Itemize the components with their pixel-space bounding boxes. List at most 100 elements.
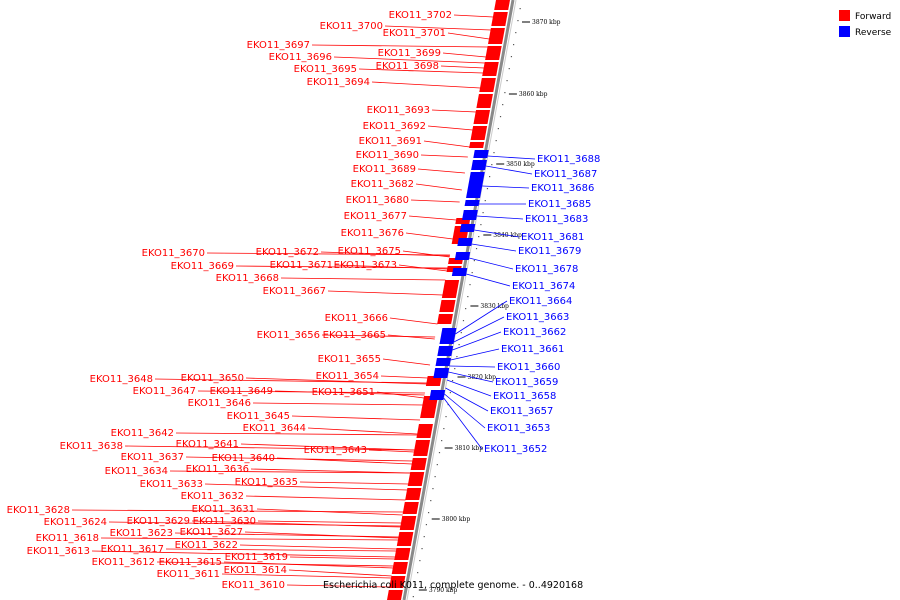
forward-gene-label[interactable]: EKO11_3618 [36,533,99,544]
forward-gene-label[interactable]: EKO11_3668 [216,273,279,284]
reverse-gene-label[interactable]: EKO11_3661 [501,344,564,355]
forward-gene-label[interactable]: EKO11_3665 [323,330,386,341]
forward-gene-label[interactable]: EKO11_3672 [256,247,319,258]
forward-gene-label[interactable]: EKO11_3640 [212,453,275,464]
forward-gene-label[interactable]: EKO11_3624 [44,517,107,528]
reverse-gene-label[interactable]: EKO11_3678 [515,264,578,275]
forward-gene-label[interactable]: EKO11_3614 [224,565,287,576]
forward-gene-feature[interactable] [494,0,510,10]
forward-gene-label[interactable]: EKO11_3701 [383,28,446,39]
forward-gene-feature[interactable] [396,532,414,546]
forward-gene-feature[interactable] [485,46,502,60]
forward-gene-label[interactable]: EKO11_3644 [243,423,306,434]
forward-gene-label[interactable]: EKO11_3694 [307,77,370,88]
reverse-gene-label[interactable]: EKO11_3660 [497,362,560,373]
forward-gene-label[interactable]: EKO11_3638 [60,441,123,452]
reverse-gene-feature[interactable] [454,252,471,260]
forward-gene-label[interactable]: EKO11_3611 [157,569,220,580]
reverse-gene-feature[interactable] [471,160,487,170]
forward-gene-label[interactable]: EKO11_3617 [101,544,164,555]
forward-gene-label[interactable]: EKO11_3689 [353,164,416,175]
forward-gene-label[interactable]: EKO11_3631 [192,504,255,515]
forward-gene-feature[interactable] [405,488,422,500]
forward-gene-label[interactable]: EKO11_3650 [181,373,244,384]
forward-gene-label[interactable]: EKO11_3619 [225,552,288,563]
forward-gene-label[interactable]: EKO11_3615 [159,557,222,568]
reverse-gene-label[interactable]: EKO11_3683 [525,214,588,225]
forward-gene-label[interactable]: EKO11_3642 [111,428,174,439]
forward-gene-label[interactable]: EKO11_3647 [133,386,196,397]
forward-gene-label[interactable]: EKO11_3628 [7,505,70,516]
reverse-gene-feature[interactable] [457,238,473,246]
forward-gene-feature[interactable] [491,12,508,26]
forward-gene-label[interactable]: EKO11_3636 [186,464,249,475]
reverse-gene-label[interactable]: EKO11_3681 [521,232,584,243]
forward-gene-feature[interactable] [389,576,406,588]
forward-gene-label[interactable]: EKO11_3629 [127,516,190,527]
forward-gene-label[interactable]: EKO11_3646 [188,398,251,409]
reverse-gene-label[interactable]: EKO11_3657 [490,406,553,417]
reverse-gene-label[interactable]: EKO11_3688 [537,154,600,165]
reverse-gene-label[interactable]: EKO11_3679 [518,246,581,257]
reverse-gene-feature[interactable] [439,328,457,344]
forward-gene-label[interactable]: EKO11_3692 [363,121,426,132]
reverse-gene-label[interactable]: EKO11_3658 [493,391,556,402]
forward-gene-label[interactable]: EKO11_3698 [376,61,439,72]
forward-gene-label[interactable]: EKO11_3622 [175,540,238,551]
forward-gene-label[interactable]: EKO11_3693 [367,105,430,116]
forward-gene-label[interactable]: EKO11_3670 [142,248,205,259]
forward-gene-label[interactable]: EKO11_3697 [247,40,310,51]
forward-gene-feature[interactable] [479,78,496,92]
reverse-gene-label[interactable]: EKO11_3662 [503,327,566,338]
forward-gene-label[interactable]: EKO11_3645 [227,411,290,422]
reverse-gene-feature[interactable] [473,150,489,158]
forward-gene-label[interactable]: EKO11_3637 [121,452,184,463]
forward-gene-label[interactable]: EKO11_3690 [356,150,419,161]
forward-gene-feature[interactable] [410,458,427,470]
forward-gene-label[interactable]: EKO11_3635 [235,477,298,488]
forward-gene-feature[interactable] [413,440,431,456]
forward-gene-label[interactable]: EKO11_3695 [294,64,357,75]
forward-gene-label[interactable]: EKO11_3643 [304,445,367,456]
reverse-gene-feature[interactable] [464,200,480,206]
forward-gene-feature[interactable] [391,562,408,574]
forward-gene-feature[interactable] [416,424,433,438]
reverse-gene-label[interactable]: EKO11_3687 [534,169,597,180]
reverse-gene-feature[interactable] [435,358,451,366]
forward-gene-label[interactable]: EKO11_3632 [181,491,244,502]
forward-gene-label[interactable]: EKO11_3633 [140,479,203,490]
forward-gene-label[interactable]: EKO11_3627 [180,527,243,538]
forward-gene-label[interactable]: EKO11_3656 [257,330,320,341]
forward-gene-label[interactable]: EKO11_3634 [105,466,168,477]
forward-gene-label[interactable]: EKO11_3651 [312,387,375,398]
forward-gene-label[interactable]: EKO11_3671 [270,260,333,271]
forward-gene-label[interactable]: EKO11_3691 [359,136,422,147]
forward-gene-feature[interactable] [470,126,488,140]
forward-gene-label[interactable]: EKO11_3613 [27,546,90,557]
forward-gene-label[interactable]: EKO11_3612 [92,557,155,568]
forward-gene-label[interactable]: EKO11_3677 [344,211,407,222]
reverse-gene-feature[interactable] [437,346,454,356]
forward-gene-label[interactable]: EKO11_3610 [222,580,285,591]
reverse-gene-feature[interactable] [462,210,478,220]
reverse-gene-feature[interactable] [466,172,485,198]
forward-gene-feature[interactable] [407,472,425,486]
forward-gene-label[interactable]: EKO11_3699 [378,48,441,59]
forward-gene-feature[interactable] [469,142,485,148]
reverse-gene-label[interactable]: EKO11_3659 [495,377,558,388]
reverse-gene-label[interactable]: EKO11_3653 [487,423,550,434]
forward-gene-feature[interactable] [394,548,411,560]
forward-gene-feature[interactable] [399,516,417,530]
forward-gene-label[interactable]: EKO11_3654 [316,371,379,382]
forward-gene-label[interactable]: EKO11_3680 [346,195,409,206]
forward-gene-feature[interactable] [439,300,456,312]
forward-gene-label[interactable]: EKO11_3666 [325,313,388,324]
forward-gene-feature[interactable] [402,502,419,514]
reverse-gene-label[interactable]: EKO11_3685 [528,199,591,210]
forward-gene-feature[interactable] [437,314,453,324]
forward-gene-label[interactable]: EKO11_3667 [263,286,326,297]
reverse-gene-feature[interactable] [459,224,476,232]
reverse-gene-feature[interactable] [433,368,450,378]
forward-gene-label[interactable]: EKO11_3696 [269,52,332,63]
forward-gene-label[interactable]: EKO11_3702 [389,10,452,21]
